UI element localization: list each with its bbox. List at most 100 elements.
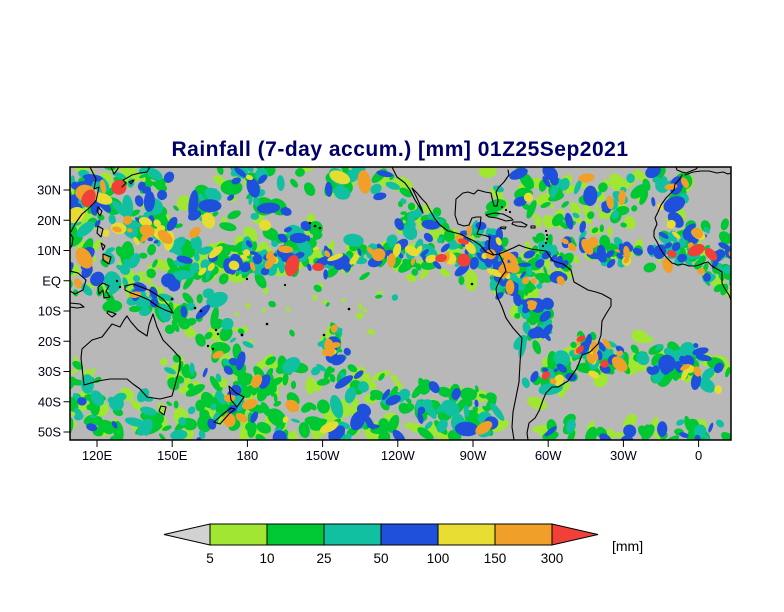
rain-blob (594, 203, 599, 212)
rain-blob (703, 226, 710, 234)
rain-blob (489, 278, 497, 291)
rain-blob (703, 434, 711, 440)
rain-blob (146, 264, 158, 271)
rain-blob (271, 240, 279, 248)
rain-blob (390, 374, 398, 381)
rain-blob (540, 201, 551, 209)
lat-tick-label: EQ (42, 273, 61, 288)
rain-blob (70, 225, 78, 246)
rain-blob (657, 421, 668, 437)
rain-blob (524, 285, 530, 296)
rain-blob (509, 167, 528, 180)
rain-blob (246, 177, 260, 198)
rain-blob (334, 375, 354, 389)
rain-blob (301, 402, 314, 413)
rain-blob (132, 275, 141, 283)
island-dot (170, 297, 174, 301)
rain-blob (240, 262, 251, 273)
rain-blob (567, 242, 577, 252)
rain-blob (666, 219, 676, 229)
rain-blob (188, 189, 199, 220)
rain-blob (400, 211, 407, 215)
rain-blob (130, 400, 143, 411)
rain-blob (632, 247, 643, 256)
rain-blob (410, 257, 416, 266)
longitude-axis: 120E 150E 180 150W 120W 90W 60W 30W 0 (82, 440, 702, 463)
rain-blob (606, 195, 614, 210)
rain-blob (424, 421, 433, 430)
rain-blob (478, 167, 497, 178)
rain-blob (285, 432, 298, 440)
coastline-south-america (495, 244, 612, 440)
rain-blob (100, 179, 106, 194)
rain-blob (714, 385, 722, 394)
rain-blob (658, 354, 676, 373)
rain-blob (256, 422, 272, 434)
rain-blob (616, 253, 620, 257)
island-dot (206, 344, 210, 348)
island-dot (318, 226, 322, 230)
rain-blob (206, 291, 228, 308)
rain-blob (347, 364, 358, 373)
rain-blob (183, 363, 190, 370)
rain-blob (561, 238, 569, 245)
rain-blob (190, 235, 202, 251)
rain-blob (268, 300, 277, 308)
rain-blob (186, 302, 196, 311)
rain-blob (227, 405, 238, 414)
rain-blob (385, 395, 401, 406)
rain-blob (161, 273, 176, 288)
rain-blob (77, 397, 87, 406)
rain-blob (357, 170, 371, 194)
rain-blob (328, 240, 335, 252)
rain-blob (526, 200, 537, 219)
rain-blob (544, 257, 551, 270)
rain-blob (541, 371, 551, 380)
small-islands (115, 205, 549, 351)
rain-blob (285, 306, 291, 312)
rain-blob (338, 331, 343, 339)
rain-blob (234, 167, 247, 178)
rain-blob (390, 386, 399, 398)
rain-blob (341, 167, 351, 172)
rain-blob (437, 386, 452, 398)
rain-blob (73, 278, 83, 289)
rain-blob (210, 188, 217, 195)
rain-blob (586, 421, 595, 432)
rain-blob (458, 275, 465, 286)
rain-blob (487, 233, 499, 249)
rain-blob (311, 366, 321, 376)
coastline-asia (70, 167, 100, 250)
rain-blob (425, 254, 437, 263)
rain-blob (392, 255, 402, 269)
rain-blob (579, 220, 586, 233)
rain-blob (168, 236, 186, 253)
rain-blob (89, 414, 96, 419)
colorbar-label: 10 (259, 551, 274, 566)
rain-blob (204, 331, 213, 340)
rain-blob (417, 427, 434, 440)
rain-blob (210, 403, 217, 411)
rain-blob (235, 412, 248, 423)
rain-blob (487, 268, 504, 278)
rain-blob (72, 360, 84, 370)
rain-blob (572, 212, 580, 219)
island-dot (199, 309, 203, 313)
coastline-sulawesi (97, 282, 111, 299)
rain-blob (183, 275, 194, 290)
rain-blob (250, 411, 259, 423)
rain-blob (250, 212, 260, 220)
rain-blob (237, 328, 245, 335)
rain-blob (265, 356, 276, 366)
rain-blob (223, 365, 233, 375)
lat-tick-label: 40S (38, 394, 61, 409)
coastline-north-america-east (454, 169, 510, 256)
rain-blob (423, 232, 434, 243)
rain-blob (90, 390, 105, 406)
rain-blob (703, 273, 711, 282)
rain-blob (200, 259, 211, 270)
rain-blob (328, 367, 335, 373)
rain-blob (204, 187, 222, 202)
rain-blob (70, 262, 81, 277)
lon-tick-label: 60W (535, 448, 562, 463)
